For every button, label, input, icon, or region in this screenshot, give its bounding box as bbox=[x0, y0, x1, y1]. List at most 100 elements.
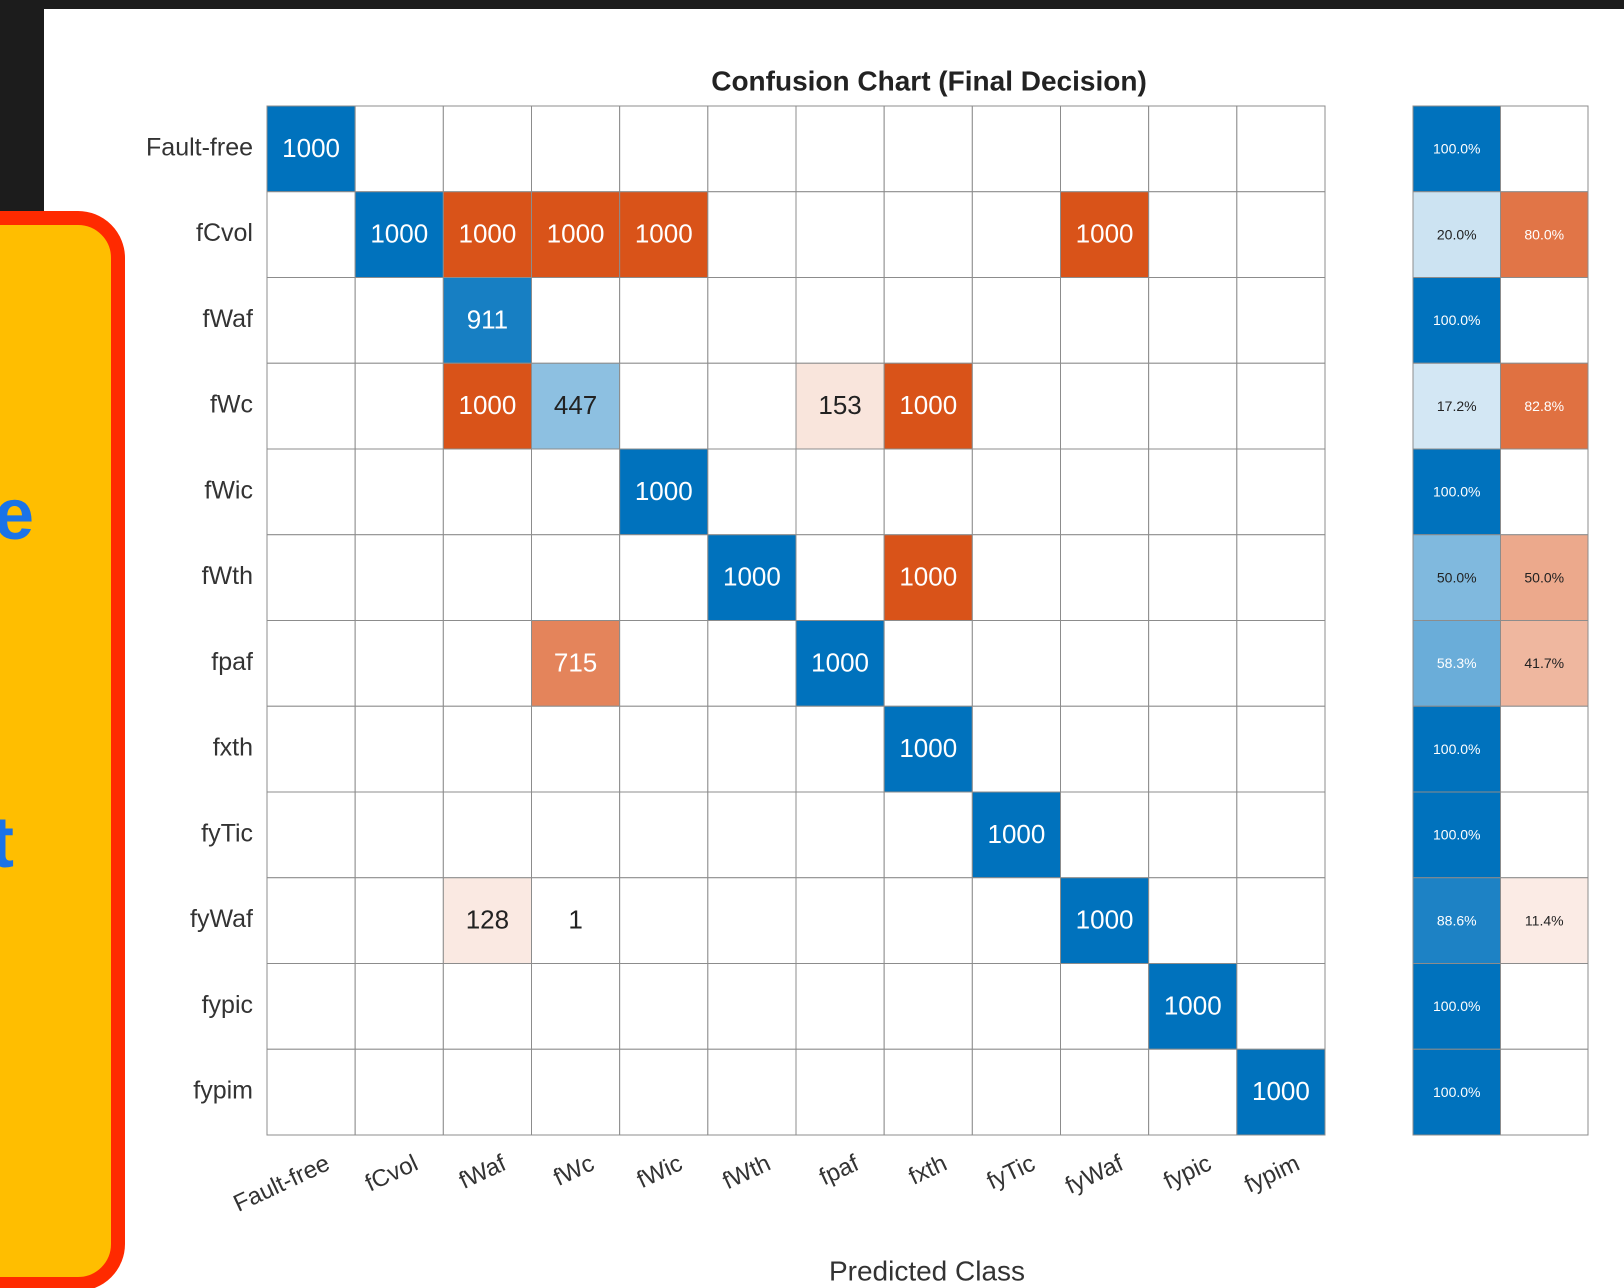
empty-cell bbox=[619, 877, 709, 964]
empty-cell bbox=[707, 1048, 797, 1136]
empty-cell bbox=[531, 534, 621, 621]
empty-cell bbox=[531, 963, 621, 1050]
y-tick-label: fWc bbox=[210, 391, 253, 419]
empty-summary-cell bbox=[1500, 1048, 1589, 1136]
empty-cell bbox=[795, 277, 885, 364]
cell bbox=[971, 791, 1061, 879]
empty-cell bbox=[1148, 448, 1238, 536]
empty-cell bbox=[795, 705, 885, 793]
empty-cell bbox=[795, 1048, 885, 1136]
empty-cell bbox=[1060, 620, 1150, 707]
empty-cell bbox=[531, 277, 621, 364]
summary-label: 50.0% bbox=[1524, 569, 1564, 585]
empty-cell bbox=[707, 791, 797, 879]
cell-value: 1000 bbox=[811, 647, 869, 677]
empty-cell bbox=[354, 1048, 444, 1136]
empty-summary-cell bbox=[1500, 963, 1589, 1050]
empty-cell bbox=[707, 362, 797, 450]
summary-label: 41.7% bbox=[1524, 655, 1564, 671]
y-tick-label: fxth bbox=[213, 734, 253, 762]
empty-cell bbox=[883, 620, 973, 707]
empty-cell bbox=[1236, 105, 1326, 193]
summary-cell bbox=[1412, 963, 1501, 1050]
empty-cell bbox=[971, 448, 1061, 536]
empty-cell bbox=[1060, 362, 1150, 450]
cell-value: 1000 bbox=[899, 733, 957, 763]
empty-cell bbox=[883, 1048, 973, 1136]
empty-cell bbox=[1060, 277, 1150, 364]
empty-cell bbox=[883, 963, 973, 1050]
empty-cell bbox=[266, 877, 356, 964]
empty-cell bbox=[971, 963, 1061, 1050]
empty-cell bbox=[795, 791, 885, 879]
empty-cell bbox=[531, 791, 621, 879]
empty-cell bbox=[883, 448, 973, 536]
empty-cell bbox=[619, 705, 709, 793]
cell-value: 1 bbox=[568, 905, 582, 935]
summary-label: 100.0% bbox=[1433, 312, 1480, 328]
summary-label: 100.0% bbox=[1433, 141, 1480, 157]
empty-cell bbox=[619, 534, 709, 621]
y-tick-label: fyTic bbox=[201, 819, 253, 847]
empty-cell bbox=[883, 877, 973, 964]
y-tick-label: fWaf bbox=[203, 305, 254, 333]
cell-value: 1000 bbox=[1164, 990, 1222, 1020]
empty-summary-cell bbox=[1500, 791, 1589, 879]
summary-cell bbox=[1412, 534, 1501, 621]
empty-cell bbox=[1148, 705, 1238, 793]
empty-cell bbox=[795, 105, 885, 193]
empty-cell bbox=[707, 105, 797, 193]
empty-cell bbox=[1236, 362, 1326, 450]
empty-summary-cell bbox=[1500, 277, 1589, 364]
y-tick-label: fCvol bbox=[196, 219, 253, 247]
empty-cell bbox=[531, 1048, 621, 1136]
empty-cell bbox=[266, 620, 356, 707]
empty-cell bbox=[266, 963, 356, 1050]
callout-fragment: e bbox=[0, 475, 34, 555]
empty-cell bbox=[354, 534, 444, 621]
empty-cell bbox=[971, 620, 1061, 707]
empty-cell bbox=[1148, 277, 1238, 364]
empty-cell bbox=[619, 620, 709, 707]
empty-cell bbox=[795, 877, 885, 964]
empty-cell bbox=[1060, 963, 1150, 1050]
empty-cell bbox=[442, 448, 533, 536]
empty-cell bbox=[971, 105, 1061, 193]
cell-value: 1000 bbox=[899, 562, 957, 592]
empty-cell bbox=[442, 705, 533, 793]
summary-cell bbox=[1412, 362, 1501, 450]
empty-cell bbox=[442, 620, 533, 707]
empty-cell bbox=[531, 448, 621, 536]
empty-cell bbox=[354, 620, 444, 707]
empty-cell bbox=[619, 362, 709, 450]
empty-cell bbox=[1148, 534, 1238, 621]
empty-cell bbox=[354, 448, 444, 536]
empty-cell bbox=[1236, 448, 1326, 536]
empty-cell bbox=[707, 620, 797, 707]
summary-label: 88.6% bbox=[1437, 912, 1477, 928]
empty-cell bbox=[1060, 791, 1150, 879]
empty-cell bbox=[1236, 620, 1326, 707]
summary-cell bbox=[1500, 534, 1589, 621]
empty-cell bbox=[971, 877, 1061, 964]
cell-value: 911 bbox=[467, 304, 508, 334]
cell bbox=[883, 705, 973, 793]
summary-cell bbox=[1412, 791, 1501, 879]
empty-cell bbox=[795, 448, 885, 536]
empty-cell bbox=[971, 705, 1061, 793]
summary-label: 100.0% bbox=[1433, 998, 1480, 1014]
cell bbox=[883, 362, 973, 450]
empty-cell bbox=[883, 791, 973, 879]
empty-cell bbox=[1148, 191, 1238, 278]
empty-cell bbox=[266, 1048, 356, 1136]
empty-cell bbox=[1236, 791, 1326, 879]
empty-cell bbox=[354, 963, 444, 1050]
cell-value: 128 bbox=[466, 905, 509, 935]
empty-cell bbox=[707, 963, 797, 1050]
cell-value: 1000 bbox=[1076, 905, 1134, 935]
callout-fragment: t bbox=[0, 803, 14, 883]
empty-cell bbox=[442, 105, 533, 193]
empty-cell bbox=[707, 277, 797, 364]
empty-cell bbox=[442, 1048, 533, 1136]
